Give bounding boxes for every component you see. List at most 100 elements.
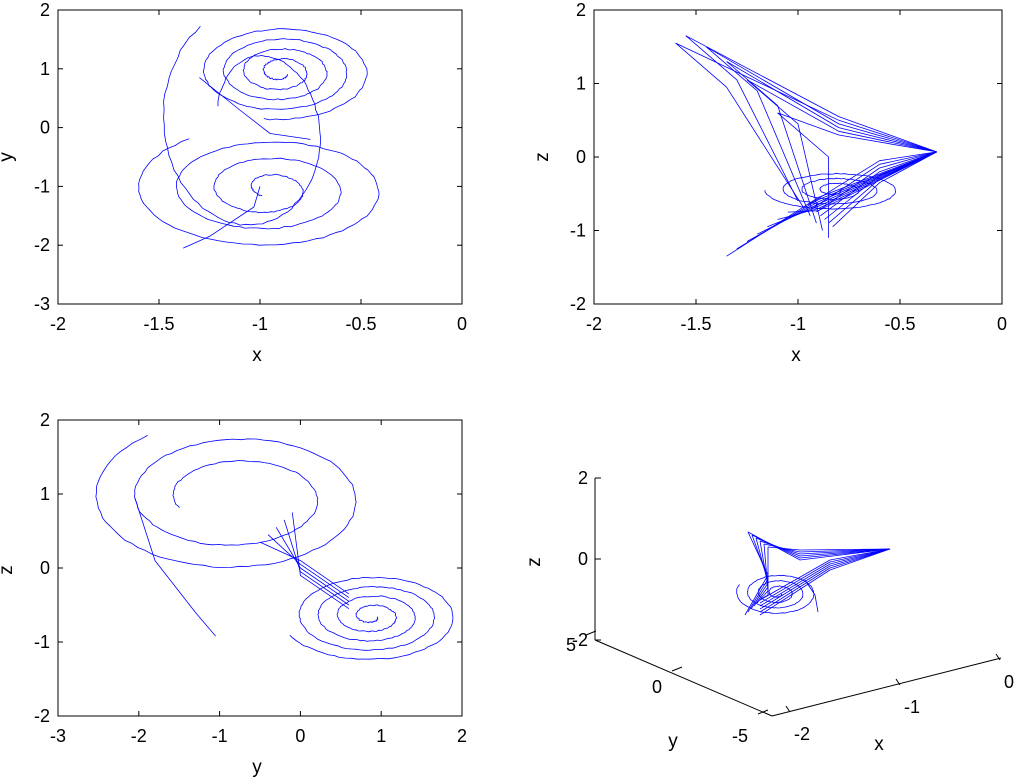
x-tick-label: -1 xyxy=(212,726,228,746)
trajectory-line xyxy=(685,35,799,202)
x-tick-label: 0 xyxy=(295,726,305,746)
trajectory-line xyxy=(283,519,350,606)
trajectory-line xyxy=(134,497,216,637)
z-tick-label: -2 xyxy=(572,630,588,650)
x-axis-label: x xyxy=(874,734,884,755)
trajectory-line xyxy=(777,112,829,238)
subplot-xz: -2 -1.5 -1 -0.5 0 -2 -1 0 1 2 x z xyxy=(532,0,1007,366)
x-axis-label: x xyxy=(252,345,262,366)
x-tick-label: -1.5 xyxy=(143,314,174,334)
trajectory-line xyxy=(267,534,350,598)
y-tick-label: 2 xyxy=(576,0,586,20)
trajectory-line xyxy=(759,548,891,616)
y-tick-label: -5 xyxy=(732,726,748,746)
trajectory-line xyxy=(759,548,891,607)
trajectory-line xyxy=(726,61,937,153)
trajectory-line xyxy=(183,186,261,249)
y-axis-label: y xyxy=(0,152,17,162)
trajectory-line xyxy=(163,26,322,226)
trajectory-line xyxy=(767,151,937,228)
trajectory-line xyxy=(705,46,811,216)
trajectory-line xyxy=(759,540,891,555)
y-axis-line xyxy=(594,639,773,717)
trajectory-line xyxy=(763,543,891,553)
x-axis-line xyxy=(771,657,1002,717)
y-tick-label: 1 xyxy=(576,74,586,94)
trajectory-line xyxy=(736,574,815,614)
y-tick-label: -2 xyxy=(34,235,50,255)
x-tick xyxy=(895,678,901,686)
trajectory-line xyxy=(759,548,891,613)
trajectory-line xyxy=(705,46,937,153)
x-tick-label: -2 xyxy=(794,724,810,744)
trajectory-line xyxy=(777,112,937,153)
trajectory-line xyxy=(675,42,937,153)
trajectory-line xyxy=(202,28,368,121)
trajectory-line xyxy=(291,512,350,610)
y-axis-label: z xyxy=(532,152,553,162)
trajectory-line xyxy=(824,151,937,220)
y-tick-label: 0 xyxy=(40,118,50,138)
trajectory-line xyxy=(804,579,819,613)
y-tick xyxy=(585,630,597,636)
x-tick-label: 0 xyxy=(1004,672,1014,692)
y-tick-label: 0 xyxy=(652,677,662,697)
plot-area xyxy=(57,9,463,305)
trajectory-line xyxy=(812,151,937,209)
x-tick-label: 1 xyxy=(376,726,386,746)
y-tick-label: 1 xyxy=(40,59,50,79)
plot-area xyxy=(593,9,1003,305)
x-tick-label: 2 xyxy=(457,726,467,746)
trajectory-line xyxy=(685,35,937,153)
subplot-xy: -2-1.5-1-0.50-3-2-1012xy xyxy=(0,0,467,366)
x-tick-label: 0 xyxy=(997,314,1007,334)
x-tick xyxy=(785,705,791,713)
x-tick-label: -2 xyxy=(586,314,602,334)
x-tick-label: -1 xyxy=(790,314,806,334)
x-axis-label: y xyxy=(252,757,262,777)
trajectory-line xyxy=(820,151,937,217)
y-tick-label: 5 xyxy=(566,635,576,655)
z-axis-label: z xyxy=(524,557,545,567)
trajectory-line xyxy=(746,79,823,231)
x-tick-label: -3 xyxy=(50,726,66,746)
y-tick-label: -1 xyxy=(34,176,50,196)
trajectory-line xyxy=(807,151,937,206)
trajectory-line xyxy=(787,151,937,213)
y-tick-label: 1 xyxy=(40,484,50,504)
x-axis-label: x xyxy=(791,345,801,366)
y-tick-label: -1 xyxy=(570,221,586,241)
y-tick-label: -2 xyxy=(34,706,50,726)
trajectory-line xyxy=(199,77,311,140)
trajectory-line xyxy=(746,79,937,153)
y-axis-label: z xyxy=(0,565,17,575)
z-tick-label: 2 xyxy=(578,468,588,488)
trajectory-line xyxy=(759,548,891,610)
x-tick-label: -0.5 xyxy=(884,314,915,334)
trajectory-line xyxy=(726,61,817,224)
trajectory-line xyxy=(764,172,897,210)
plot-area xyxy=(57,419,463,717)
trajectory-line xyxy=(95,435,357,568)
x-tick-label: -1 xyxy=(252,314,268,334)
trajectory-line xyxy=(138,138,380,246)
trajectory-line xyxy=(755,537,891,557)
x-tick-label: -0.5 xyxy=(345,314,376,334)
trajectory-line xyxy=(767,546,891,551)
y-tick-label: 2 xyxy=(40,0,50,20)
x-tick-label: -2 xyxy=(131,726,147,746)
trajectory-line xyxy=(832,151,937,228)
trajectory-line xyxy=(275,527,350,602)
z-tick-label: 0 xyxy=(578,549,588,569)
trajectory-line xyxy=(759,548,891,604)
y-tick-label: -1 xyxy=(34,632,50,652)
x-tick-label: 0 xyxy=(457,314,467,334)
trajectory-line xyxy=(259,541,350,595)
y-tick-label: 0 xyxy=(576,147,586,167)
x-tick-label: -2 xyxy=(50,314,66,334)
trajectory-line xyxy=(675,42,805,209)
y-tick-label: 0 xyxy=(40,558,50,578)
